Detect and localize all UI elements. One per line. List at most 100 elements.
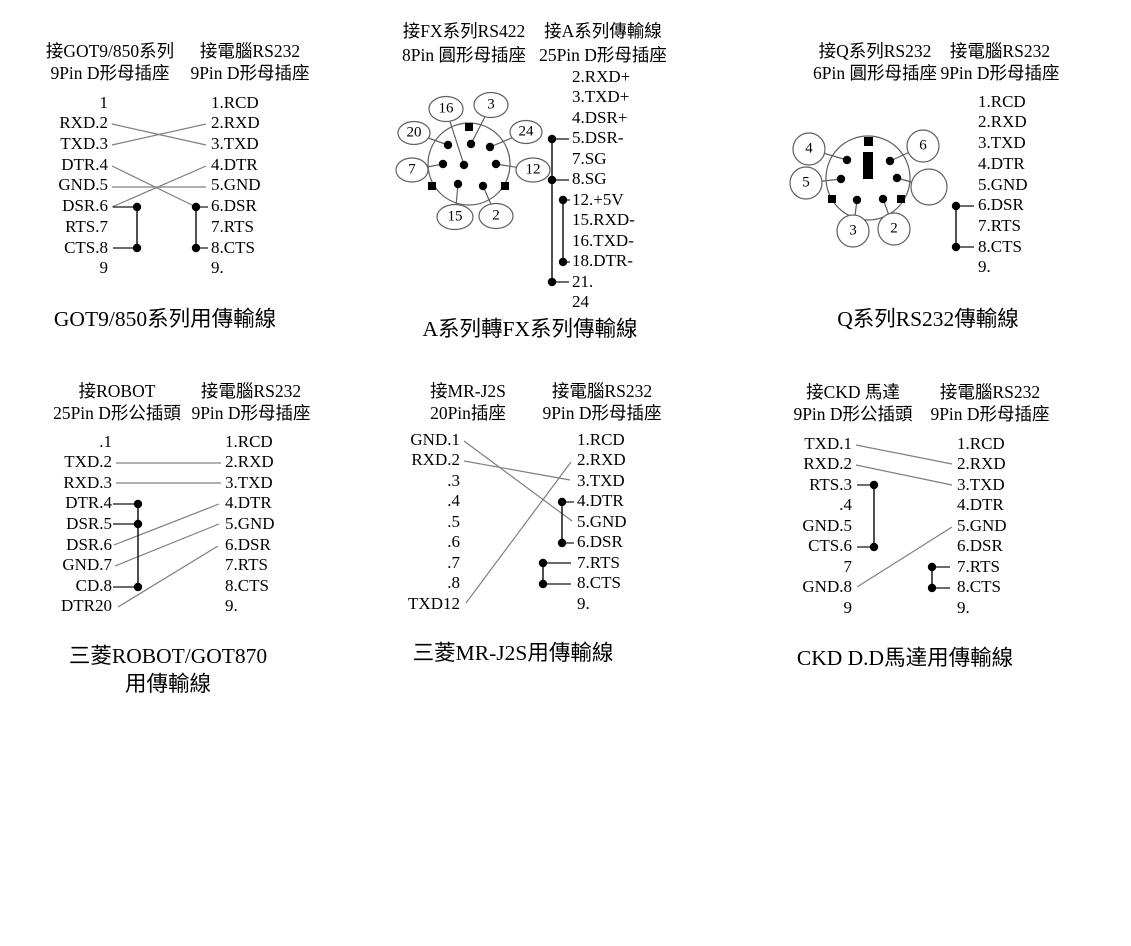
mrj2s-left-connector-heading: 接MR-J2S 20Pin插座 bbox=[368, 380, 568, 424]
mrj2s-left-pin-column: GND.1 RXD.2 .3 .4 .5 .6 .7 .8 TXD12 bbox=[370, 430, 460, 615]
pin-label: DSR.5 bbox=[66, 514, 112, 534]
pin-label: 9. bbox=[225, 596, 238, 616]
heading-line: 9Pin D形母插座 bbox=[542, 403, 662, 423]
robot-wiring bbox=[113, 462, 221, 608]
q-right-pin-column: 1.RCD 2.RXD 3.TXD 4.DTR 5.GND 6.DSR 7.RT… bbox=[978, 92, 1068, 278]
pin-label: 3.TXD bbox=[957, 474, 1005, 494]
pin-label: 2.RXD bbox=[577, 450, 626, 470]
pin-label: 6.DSR bbox=[225, 534, 271, 554]
heading-line: 接電腦RS232 bbox=[199, 41, 301, 61]
got9-diagram-title: GOT9/850系列用傳輸線 bbox=[53, 307, 277, 331]
heading-line: 9Pin D形母插座 bbox=[190, 63, 310, 83]
pin-label: 2.RXD bbox=[211, 113, 260, 133]
pin-label: 16.TXD- bbox=[572, 230, 634, 250]
pin-label: .1 bbox=[99, 431, 112, 451]
robot-diagram-title: 三菱ROBOT/GOT870 用傳輸線 bbox=[18, 642, 318, 698]
pin-label: 8.CTS bbox=[225, 575, 269, 595]
pin-label: 5.DSR- bbox=[572, 128, 624, 148]
pin-label: 4.DTR bbox=[577, 491, 624, 511]
q-right-connector-heading: 接電腦RS232 9Pin D形母插座 bbox=[900, 40, 1100, 84]
title-line: 用傳輸線 bbox=[124, 672, 211, 696]
heading-line: 接GOT9/850系列 bbox=[45, 41, 175, 61]
balloon-pin-number: 20 bbox=[406, 124, 422, 141]
pin-label: 18.DTR- bbox=[572, 251, 633, 271]
robot-right-pin-column: 1.RCD 2.RXD 3.TXD 4.DTR 5.GND 6.DSR 7.RT… bbox=[225, 432, 315, 617]
pin-label: 15.RXD- bbox=[572, 210, 635, 230]
balloon-pin-number: 12 bbox=[525, 161, 541, 178]
round-connector-6pin bbox=[825, 135, 911, 221]
pin-label: 5.GND bbox=[225, 514, 275, 534]
heading-line: 9Pin D形母插座 bbox=[940, 63, 1060, 83]
pin-label: 9. bbox=[978, 257, 991, 277]
pin-label: 3.TXD bbox=[211, 134, 259, 153]
got9-right-connector-heading: 接電腦RS232 9Pin D形母插座 bbox=[150, 40, 350, 84]
pin-label: GND.1 bbox=[410, 429, 460, 449]
balloon-pin-number: 5 bbox=[802, 174, 810, 191]
pin-label: 7.RTS bbox=[957, 556, 1000, 576]
pin-label: 2.RXD bbox=[225, 452, 274, 472]
pin-label: 7.RTS bbox=[978, 215, 1021, 235]
key-mark bbox=[828, 195, 836, 203]
got9-left-pin-column: 1 RXD.2 TXD.3 DTR.4 GND.5 DSR.6 RTS.7 CT… bbox=[18, 93, 108, 279]
ckd-left-connector-heading: 接CKD 馬達 9Pin D形公插頭 bbox=[753, 381, 953, 425]
pin-label: 12.+5V bbox=[572, 189, 624, 209]
pin-label: GND.7 bbox=[62, 555, 112, 575]
pin-label: 5.GND bbox=[957, 515, 1007, 535]
title-line: 三菱ROBOT/GOT870 bbox=[68, 644, 268, 668]
heading-line: 接電腦RS232 bbox=[200, 381, 302, 401]
mrj2s-right-connector-heading: 接電腦RS232 9Pin D形母插座 bbox=[502, 380, 702, 424]
balloon-pin-number: 6 bbox=[919, 137, 927, 154]
mrj2s-right-pin-column: 1.RCD 2.RXD 3.TXD 4.DTR 5.GND 6.DSR 7.RT… bbox=[577, 430, 667, 615]
pin-label: 6.DSR bbox=[957, 536, 1003, 556]
heading-line: 25Pin D形公插頭 bbox=[53, 403, 181, 423]
heading-line: 9Pin D形公插頭 bbox=[793, 404, 913, 424]
balloon-pin-number: 3 bbox=[849, 222, 857, 239]
balloon-pin-number: 15 bbox=[447, 208, 463, 225]
afx-right-connector-heading: 接A系列傳輸線 25Pin D形母插座 bbox=[503, 19, 703, 67]
q-left-connector-heading: 接Q系列RS232 6Pin 圓形母插座 bbox=[775, 40, 975, 84]
pin-label: 1 bbox=[99, 92, 109, 112]
pin-label: TXD.1 bbox=[804, 433, 852, 453]
heading-line: 9Pin D形母插座 bbox=[930, 404, 1050, 424]
pin-label: DTR20 bbox=[61, 596, 112, 616]
pin-label: TXD.2 bbox=[64, 452, 112, 472]
pin-label: 7.RTS bbox=[211, 216, 254, 236]
key-mark bbox=[501, 182, 509, 190]
heading-line: 接FX系列RS422 bbox=[402, 21, 526, 41]
heading-line: 25Pin D形母插座 bbox=[539, 45, 667, 65]
balloon-pin-number: 3 bbox=[487, 96, 495, 113]
pin-label: 5.GND bbox=[978, 174, 1028, 194]
pin-label: 6.DSR bbox=[577, 532, 623, 552]
q-diagram-title: Q系列RS232傳輸線 bbox=[837, 307, 1019, 331]
pin-label: RXD.2 bbox=[411, 450, 460, 470]
heading-line: 接A系列傳輸線 bbox=[544, 21, 662, 41]
ckd-left-pin-column: TXD.1 RXD.2 RTS.3 .4 GND.5 CTS.6 7 GND.8… bbox=[762, 434, 852, 619]
heading-line: 接ROBOT bbox=[78, 381, 156, 401]
pin-label: DSR.6 bbox=[66, 534, 112, 554]
ckd-diagram-title: CKD D.D馬達用傳輸線 bbox=[796, 646, 1014, 670]
pin-label: TXD.3 bbox=[60, 134, 108, 153]
pin-label: GND.8 bbox=[802, 577, 852, 597]
balloon-pin-number: 2 bbox=[890, 220, 898, 237]
pin-label: 8.CTS bbox=[978, 236, 1022, 256]
pin-label: 1.RCD bbox=[577, 429, 625, 449]
pin-label: .3 bbox=[447, 470, 460, 490]
pin-label: .6 bbox=[447, 532, 460, 552]
pin-label: 7.SG bbox=[572, 148, 607, 168]
afx-diagram-title: A系列轉FX系列傳輸線 bbox=[422, 317, 638, 341]
pin-label: CTS.8 bbox=[64, 237, 108, 257]
pin-label: .7 bbox=[447, 552, 460, 572]
pin-label: 8.CTS bbox=[211, 237, 255, 257]
afx-wiring bbox=[395, 91, 570, 287]
pin-label: RXD.3 bbox=[63, 472, 112, 492]
pin-label: 5.GND bbox=[577, 511, 627, 531]
pin-label: TXD12 bbox=[408, 593, 460, 613]
pin-label: RXD.2 bbox=[803, 454, 852, 474]
heading-line: 接Q系列RS232 bbox=[818, 41, 932, 61]
key-mark bbox=[897, 195, 905, 203]
mrj2s-diagram-title: 三菱MR-J2S用傳輸線 bbox=[412, 641, 614, 665]
got9-wiring bbox=[111, 123, 208, 253]
afx-right-pin-column: 2.RXD+ 3.TXD+ 4.DSR+ 5.DSR- 7.SG 8.SG 12… bbox=[572, 67, 682, 313]
